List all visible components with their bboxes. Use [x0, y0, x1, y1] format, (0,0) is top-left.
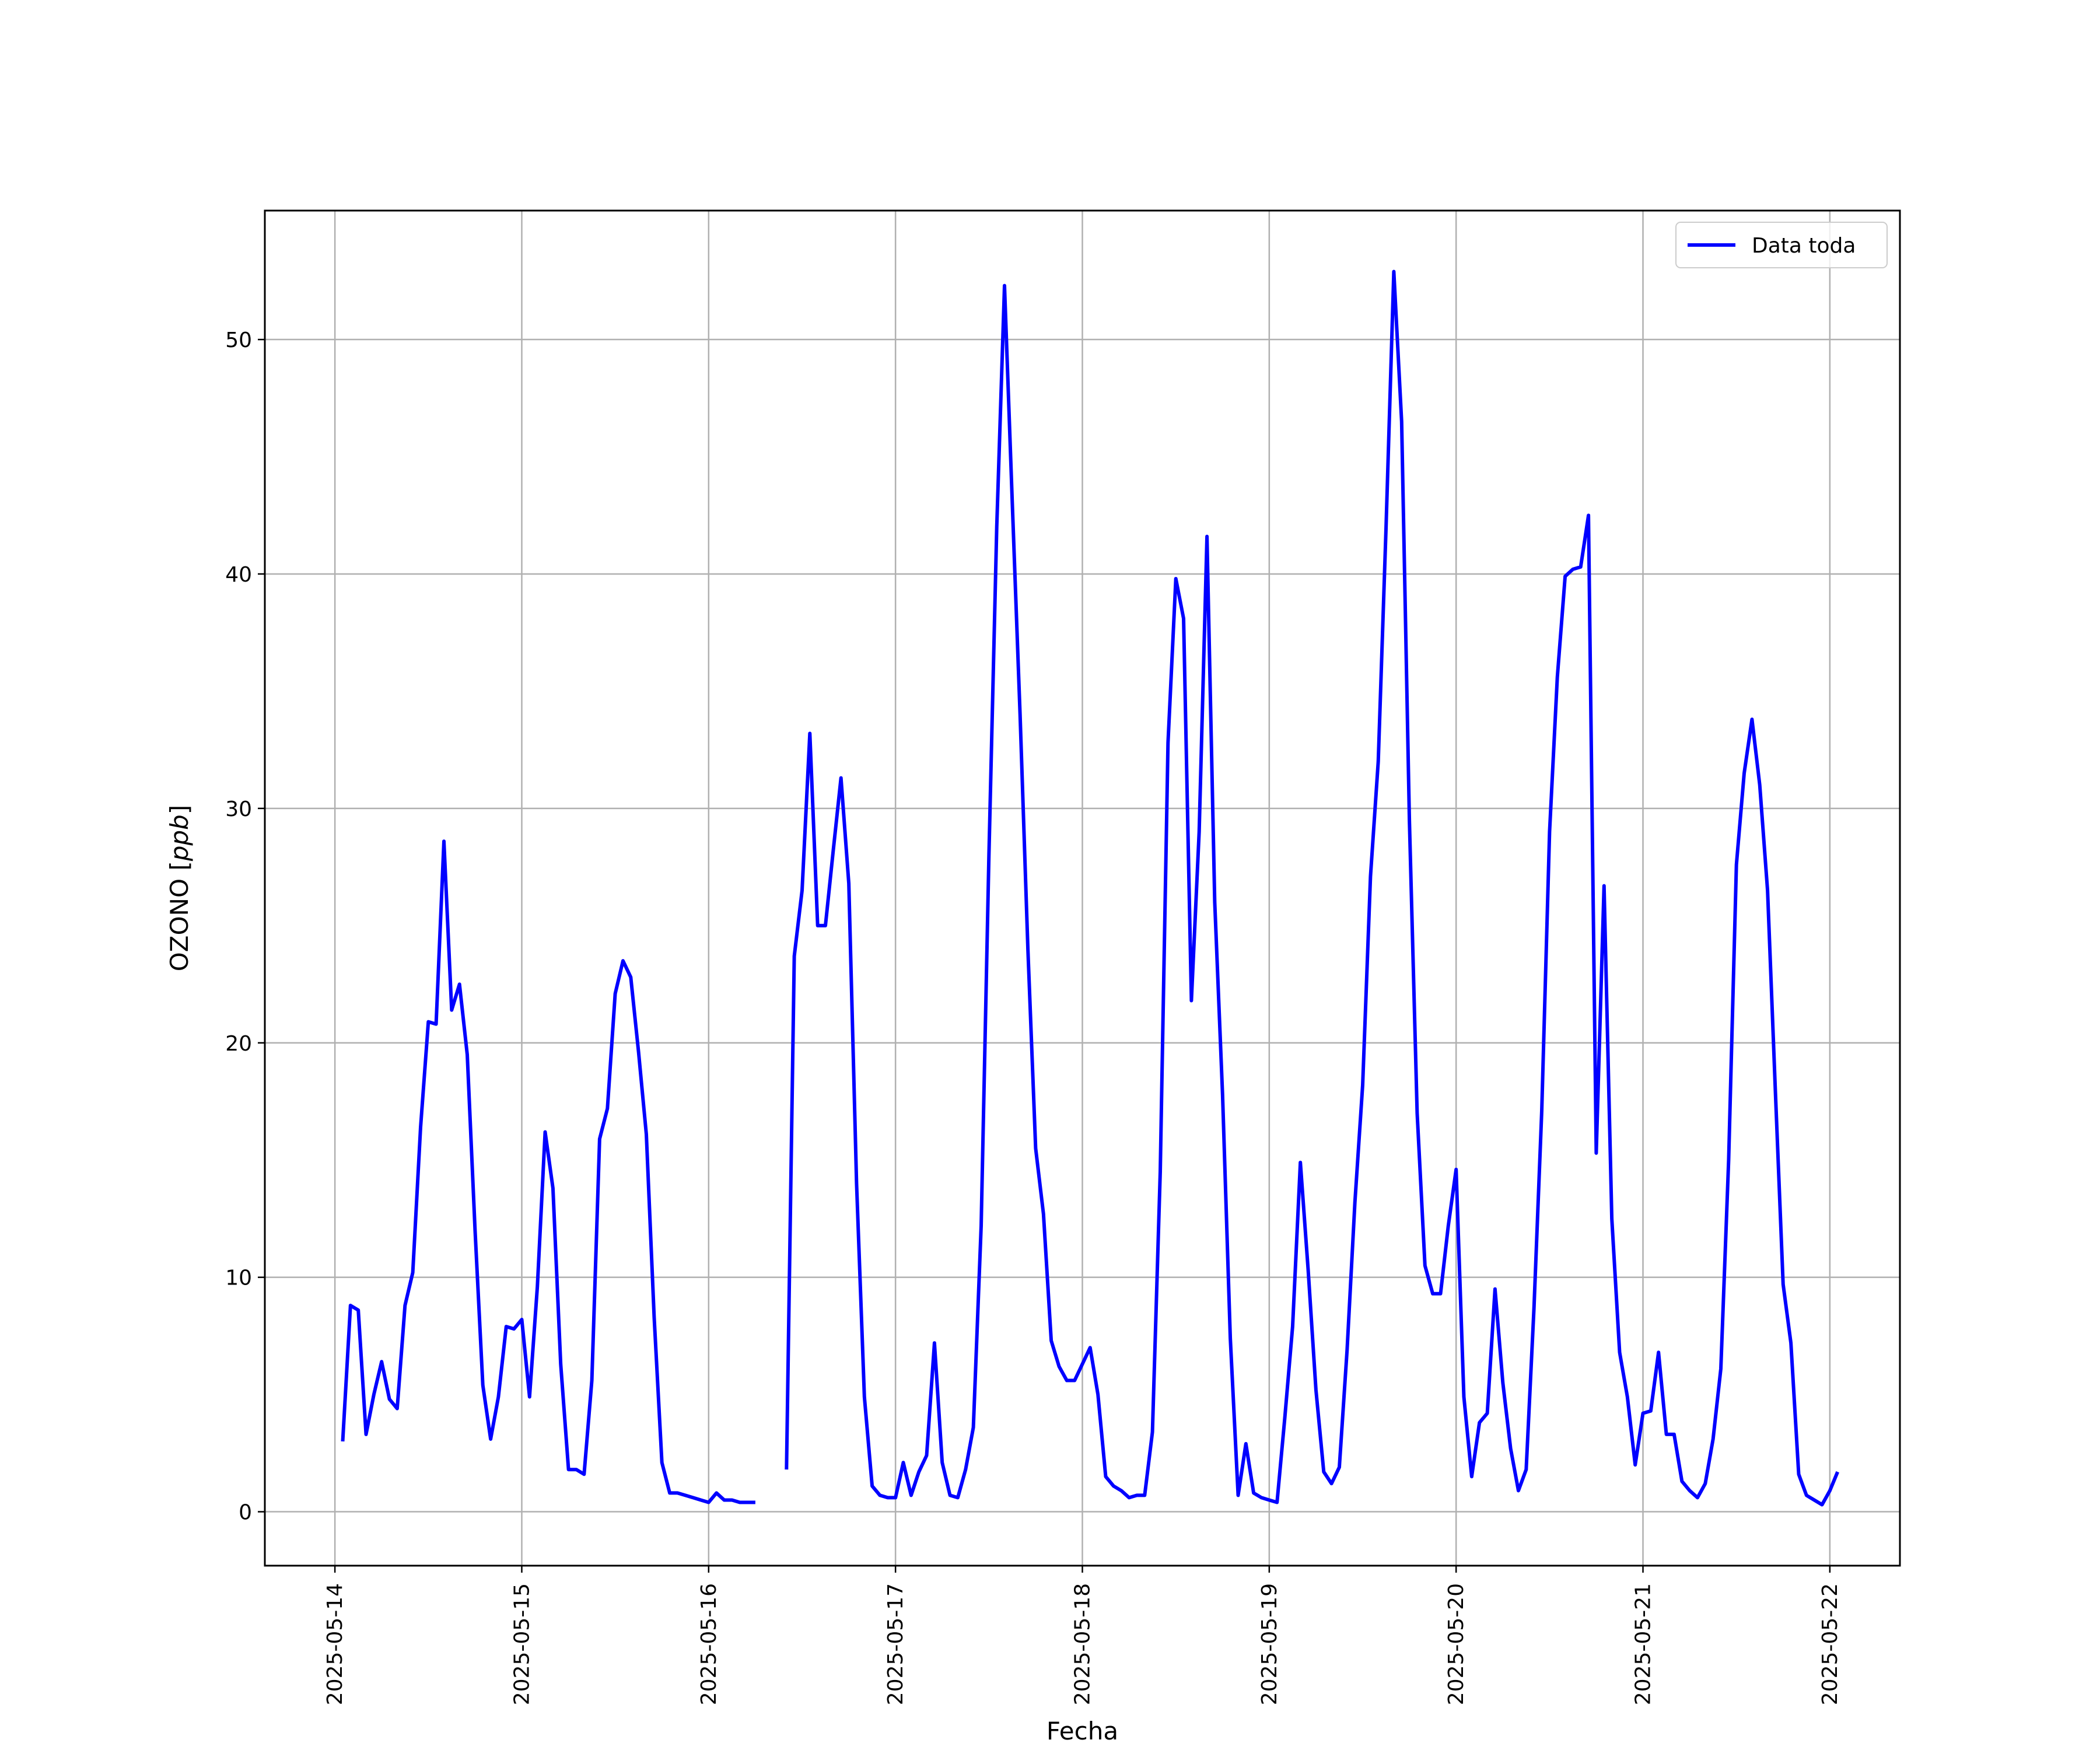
y-tick-label: 50	[225, 328, 252, 352]
x-tick-label: 2025-05-14	[323, 1583, 347, 1705]
x-tick-label: 2025-05-16	[697, 1583, 721, 1705]
y-tick-label: 40	[225, 563, 252, 587]
legend-label-data-toda: Data toda	[1752, 234, 1856, 258]
plot-area	[341, 270, 1839, 1507]
y-tick-label: 20	[225, 1032, 252, 1056]
y-tick-label: 30	[225, 797, 252, 821]
x-tick-label: 2025-05-19	[1258, 1583, 1282, 1705]
x-axis-label: Fecha	[1046, 1717, 1118, 1745]
x-tick-label: 2025-05-17	[884, 1583, 908, 1705]
series-line-data-toda	[341, 839, 755, 1504]
x-tick-label: 2025-05-20	[1444, 1583, 1468, 1705]
x-tick-label: 2025-05-18	[1071, 1583, 1095, 1705]
legend: Data toda	[1675, 222, 1888, 268]
y-axis-label-prefix: OZONO [	[165, 861, 194, 971]
x-tick-label: 2025-05-15	[510, 1583, 534, 1705]
y-axis-label-suffix: ]	[165, 805, 194, 814]
y-axis-label-unit: ppb	[165, 814, 194, 862]
legend-box	[1675, 222, 1888, 268]
y-tick-label: 0	[239, 1501, 252, 1525]
x-tick-label: 2025-05-21	[1632, 1583, 1656, 1705]
series-line-data-toda	[785, 270, 1839, 1507]
x-tick-label: 2025-05-22	[1818, 1583, 1842, 1705]
x-axis-ticks: 2025-05-14 2025-05-15 2025-05-16 2025-05-17…	[323, 1566, 1842, 1705]
grid-lines	[265, 211, 1900, 1566]
y-tick-label: 10	[225, 1266, 252, 1290]
y-axis-label: OZONO [ppb]	[165, 805, 194, 971]
y-axis-ticks: 0 10 20 30 40 50	[225, 328, 265, 1525]
